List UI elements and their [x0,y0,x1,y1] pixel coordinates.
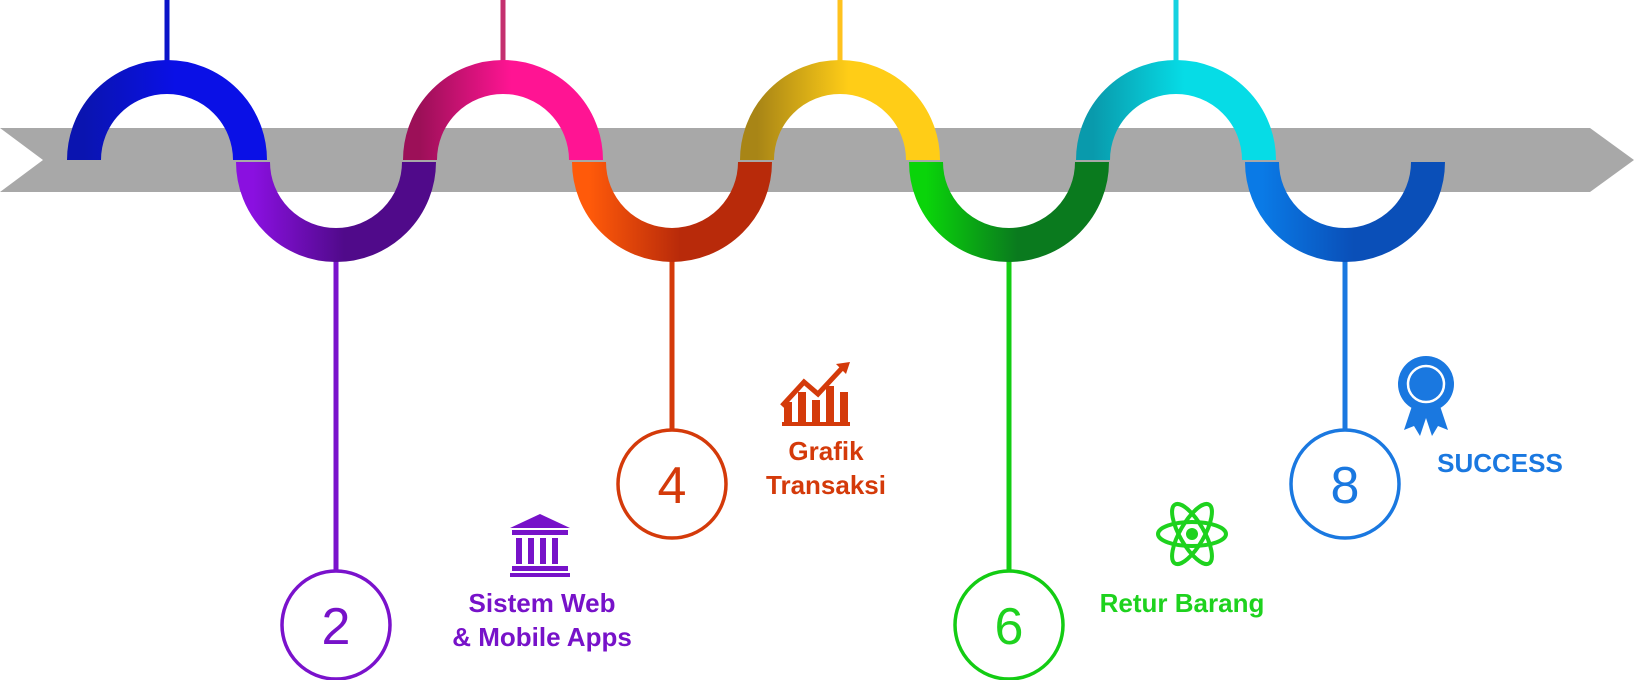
award-ribbon-icon [1398,356,1454,436]
step-8-circle [1289,428,1401,540]
step-4-number: 4 [658,457,687,515]
step-4-circle [616,428,728,540]
step-6-label: Retur Barang [1100,588,1265,618]
step-8-number: 8 [1331,457,1360,515]
top-arc-1 [67,60,267,161]
bottom-arc-4 [1245,161,1445,262]
bottom-arc-1 [236,161,436,262]
bank-icon [510,514,570,577]
step-8-label: SUCCESS [1437,448,1563,478]
step-8: 8 SUCCESS [1289,356,1563,540]
step-6-circle [953,569,1065,680]
step-2: 2 Sistem Web & Mobile Apps [280,514,632,680]
top-arc-3 [740,60,940,161]
step-4: 4 Grafik Transaksi [616,362,886,540]
step-4-label-line-1: Grafik [788,436,864,466]
top-arc-4 [1076,60,1276,161]
step-6-number: 6 [995,598,1024,656]
bottom-arc-3 [909,161,1109,262]
step-2-number: 2 [322,598,351,656]
step-2-label-line-1: Sistem Web [469,588,616,618]
bottom-arc-2 [572,161,772,262]
top-arc-2 [403,60,603,161]
step-2-circle [280,569,392,680]
atom-icon [1156,501,1228,567]
growth-chart-icon [780,362,850,426]
step-6: 6 Retur Barang [953,501,1265,680]
step-4-label-line-2: Transaksi [766,470,886,500]
step-2-label-line-2: & Mobile Apps [452,622,632,652]
